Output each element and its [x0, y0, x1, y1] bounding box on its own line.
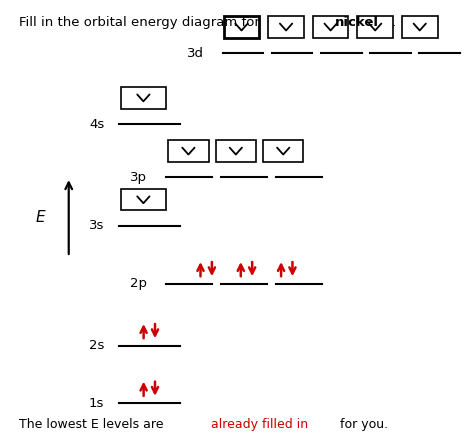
Bar: [168, 140, 209, 162]
Text: Fill in the orbital energy diagram for: Fill in the orbital energy diagram for: [19, 16, 264, 28]
Text: already filled in: already filled in: [210, 418, 308, 431]
Text: 3s: 3s: [89, 219, 104, 233]
Text: 2s: 2s: [89, 339, 104, 352]
Text: E: E: [36, 210, 45, 225]
Bar: [268, 16, 304, 38]
Text: 2p: 2p: [130, 277, 147, 290]
Bar: [121, 189, 166, 210]
Text: 1s: 1s: [89, 396, 104, 410]
Text: for you.: for you.: [336, 418, 388, 431]
Text: nickel: nickel: [335, 16, 379, 28]
Bar: [402, 16, 438, 38]
Bar: [313, 16, 348, 38]
Text: 4s: 4s: [89, 117, 104, 131]
Text: 3p: 3p: [130, 171, 147, 184]
Text: .: .: [392, 16, 396, 28]
Text: The lowest E levels are: The lowest E levels are: [19, 418, 167, 431]
Bar: [121, 87, 166, 109]
Text: 3d: 3d: [187, 47, 204, 60]
Bar: [357, 16, 393, 38]
Bar: [263, 140, 303, 162]
Bar: [224, 16, 259, 38]
Bar: [216, 140, 256, 162]
